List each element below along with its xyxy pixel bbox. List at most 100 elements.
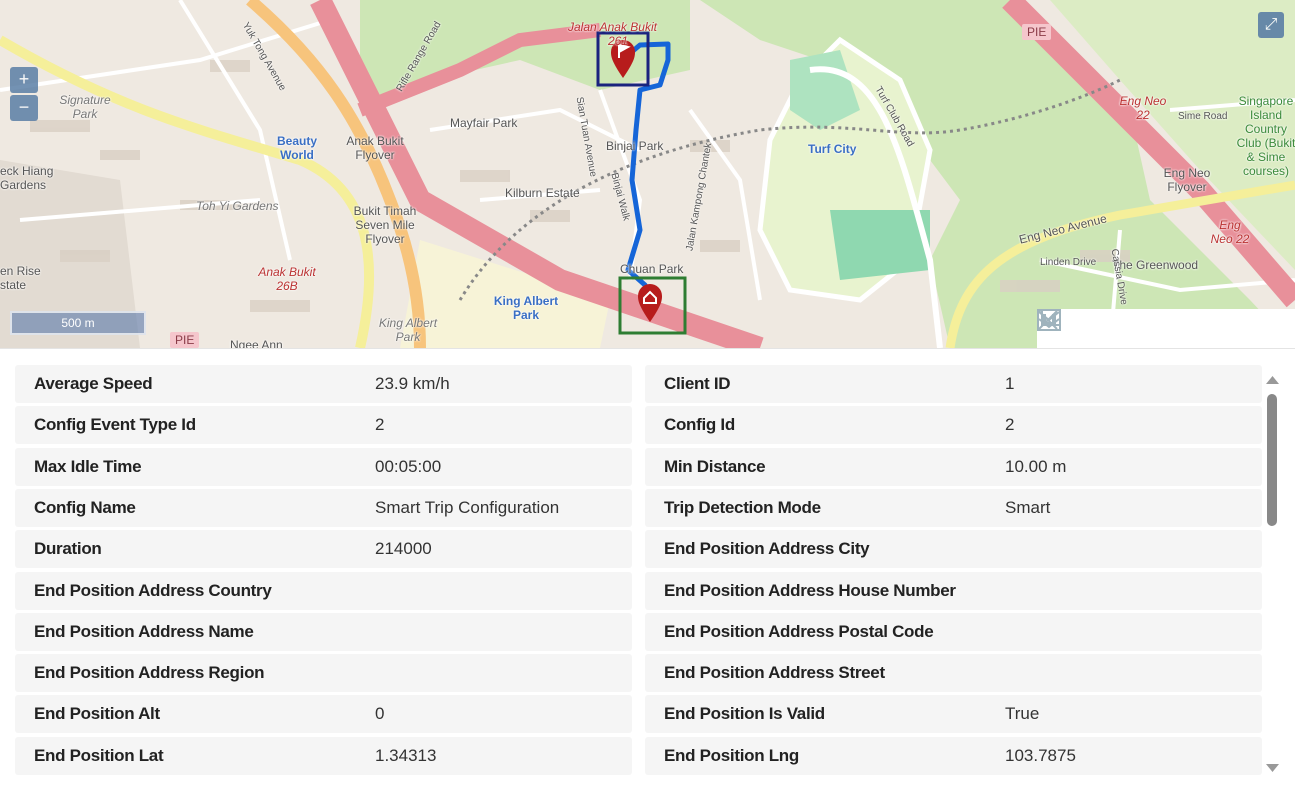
detail-value: 10.00 m — [1005, 456, 1067, 476]
detail-row: End Position Address City — [645, 530, 1262, 569]
detail-value: 2 — [375, 415, 385, 435]
detail-row: End Position Lng 103.7875 — [645, 736, 1262, 775]
dock-right-button[interactable] — [1037, 309, 1179, 342]
detail-row: End Position Address Postal Code — [645, 612, 1262, 651]
scroll-up-icon[interactable] — [1266, 376, 1279, 384]
map-label: King Albert Park — [493, 294, 559, 322]
map-label: Sime Road — [1178, 111, 1228, 122]
map-label: Eng Neo 22 — [1119, 94, 1167, 122]
zoom-in-button[interactable]: + — [10, 67, 38, 93]
map-label: Ngee Ann — [230, 338, 283, 348]
detail-label: End Position Address Name — [34, 621, 254, 641]
detail-label: End Position Address Street — [664, 663, 885, 683]
map-label: Eng Neo Flyover — [1163, 166, 1211, 194]
map-label: eck Hiang Gardens — [0, 164, 54, 192]
home-pin-icon[interactable] — [638, 284, 662, 322]
scroll-down-icon[interactable] — [1266, 764, 1279, 772]
detail-value: 0 — [375, 704, 385, 724]
detail-row: Max Idle Time 00:05:00 — [15, 447, 632, 486]
detail-row: Duration 214000 — [15, 530, 632, 569]
detail-value: 214000 — [375, 539, 432, 559]
detail-label: End Position Lng — [664, 745, 799, 765]
highway-shield: PIE — [170, 332, 200, 348]
detail-value: 00:05:00 — [375, 456, 442, 476]
map-label: King Albert Park — [378, 316, 438, 344]
detail-label: Max Idle Time — [34, 456, 142, 476]
fullscreen-button[interactable]: ⤢ — [1258, 12, 1284, 38]
detail-row: End Position Alt 0 — [15, 695, 632, 734]
detail-label: End Position Lat — [34, 745, 164, 765]
detail-row: Min Distance 10.00 m — [645, 447, 1262, 486]
detail-label: Trip Detection Mode — [664, 497, 821, 517]
trip-route — [620, 41, 671, 302]
map-label: 261 — [608, 34, 629, 48]
detail-label: End Position Alt — [34, 704, 160, 724]
detail-row: Client ID 1 — [645, 365, 1262, 403]
detail-label: Config Name — [34, 497, 136, 517]
details-grid: Average Speed 23.9 km/h Config Event Type … — [15, 365, 1262, 785]
map-view[interactable]: Jalan Anak Bukit 261 Mayfair Park Binjai… — [0, 0, 1295, 348]
detail-label: End Position Address Country — [34, 580, 272, 600]
close-button[interactable] — [1038, 310, 1274, 342]
detail-label: Config Id — [664, 415, 735, 435]
map-label: en Rise state — [0, 264, 41, 292]
detail-row: Config Id 2 — [645, 406, 1262, 445]
highway-shield: PIE — [1022, 24, 1052, 40]
detail-label: Average Speed — [34, 374, 153, 393]
detail-value: 2 — [1005, 415, 1015, 435]
map-label: Anak Bukit Flyover — [346, 134, 404, 162]
map-label: The Greenwood — [1112, 258, 1199, 272]
scrollbar[interactable] — [1265, 364, 1280, 776]
detail-label: Config Event Type Id — [34, 415, 196, 435]
collapse-button[interactable] — [1038, 311, 1084, 342]
detail-value: Smart Trip Configuration — [375, 497, 560, 517]
map-label: Toh Yi Gardens — [196, 199, 279, 213]
panel-toolbar — [1037, 309, 1295, 348]
map-label: Bukit Timah Seven Mile Flyover — [353, 204, 417, 246]
map-tiles — [0, 0, 1295, 348]
map-label: Beauty World — [276, 134, 317, 162]
detail-value: True — [1005, 704, 1040, 724]
close-icon — [1038, 310, 1058, 330]
map-label: Linden Drive — [1040, 257, 1097, 268]
detail-label: End Position Address Region — [34, 663, 265, 683]
flag-pin-icon[interactable] — [611, 40, 635, 78]
detail-label: End Position Is Valid — [664, 704, 825, 724]
detail-label: Duration — [34, 539, 102, 559]
detail-value: 1.34313 — [375, 745, 437, 765]
map-scale: 500 m — [10, 311, 146, 335]
detail-value: 23.9 km/h — [375, 374, 450, 393]
trip-details-panel: Average Speed 23.9 km/h Config Event Type … — [0, 348, 1295, 794]
dock-left-button[interactable] — [1037, 309, 1131, 342]
detail-row: End Position Address Name — [15, 612, 632, 651]
detail-value: Smart — [1005, 497, 1051, 517]
map-label: Eng Neo 22 — [1210, 218, 1250, 246]
map-label: Binjai Park — [606, 139, 664, 153]
map-label: Kilburn Estate — [505, 186, 580, 200]
map-label: Mayfair Park — [450, 116, 518, 130]
restore-window-icon — [1037, 309, 1061, 331]
detail-row: End Position Address House Number — [645, 571, 1262, 610]
detail-label: End Position Address Postal Code — [664, 621, 934, 641]
detail-value: 1 — [1005, 374, 1015, 393]
detail-row: Average Speed 23.9 km/h — [15, 365, 632, 403]
detail-value: 103.7875 — [1005, 745, 1076, 765]
detail-row: Trip Detection Mode Smart — [645, 488, 1262, 527]
scrollbar-thumb[interactable] — [1267, 394, 1277, 526]
detail-label: End Position Address House Number — [664, 580, 956, 600]
zoom-out-button[interactable]: − — [10, 95, 38, 121]
expand-arrows-icon: ⤢ — [1264, 16, 1278, 33]
detail-row: End Position Is Valid True — [645, 695, 1262, 734]
detail-row: End Position Address Region — [15, 654, 632, 693]
start-highlight-box — [596, 31, 650, 87]
map-label: Chuan Park — [620, 262, 684, 276]
map-label: Turf City — [808, 142, 857, 156]
map-label: Anak Bukit 26B — [258, 265, 316, 293]
map-label: Jalan Anak Bukit — [568, 20, 657, 34]
detail-row: End Position Address Street — [645, 654, 1262, 693]
detail-row: Config Name Smart Trip Configuration — [15, 488, 632, 527]
end-highlight-box — [618, 276, 687, 335]
restore-button[interactable] — [1037, 309, 1227, 342]
detail-row: End Position Address Country — [15, 571, 632, 610]
detail-row: End Position Lat 1.34313 — [15, 736, 632, 775]
